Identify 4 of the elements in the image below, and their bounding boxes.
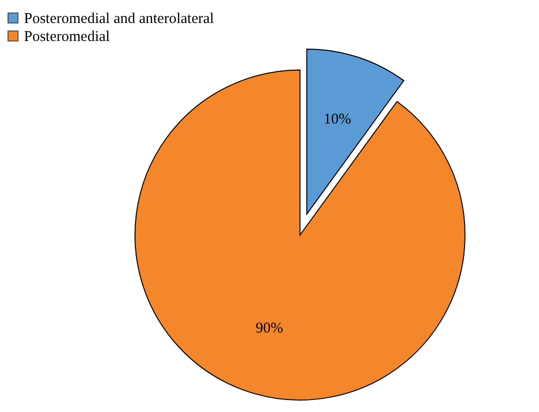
- data-label: 90%: [256, 320, 284, 337]
- data-label: 10%: [324, 111, 352, 128]
- legend-label: Posteromedial and anterolateral: [24, 11, 214, 27]
- legend-label: Posteromedial: [24, 29, 110, 45]
